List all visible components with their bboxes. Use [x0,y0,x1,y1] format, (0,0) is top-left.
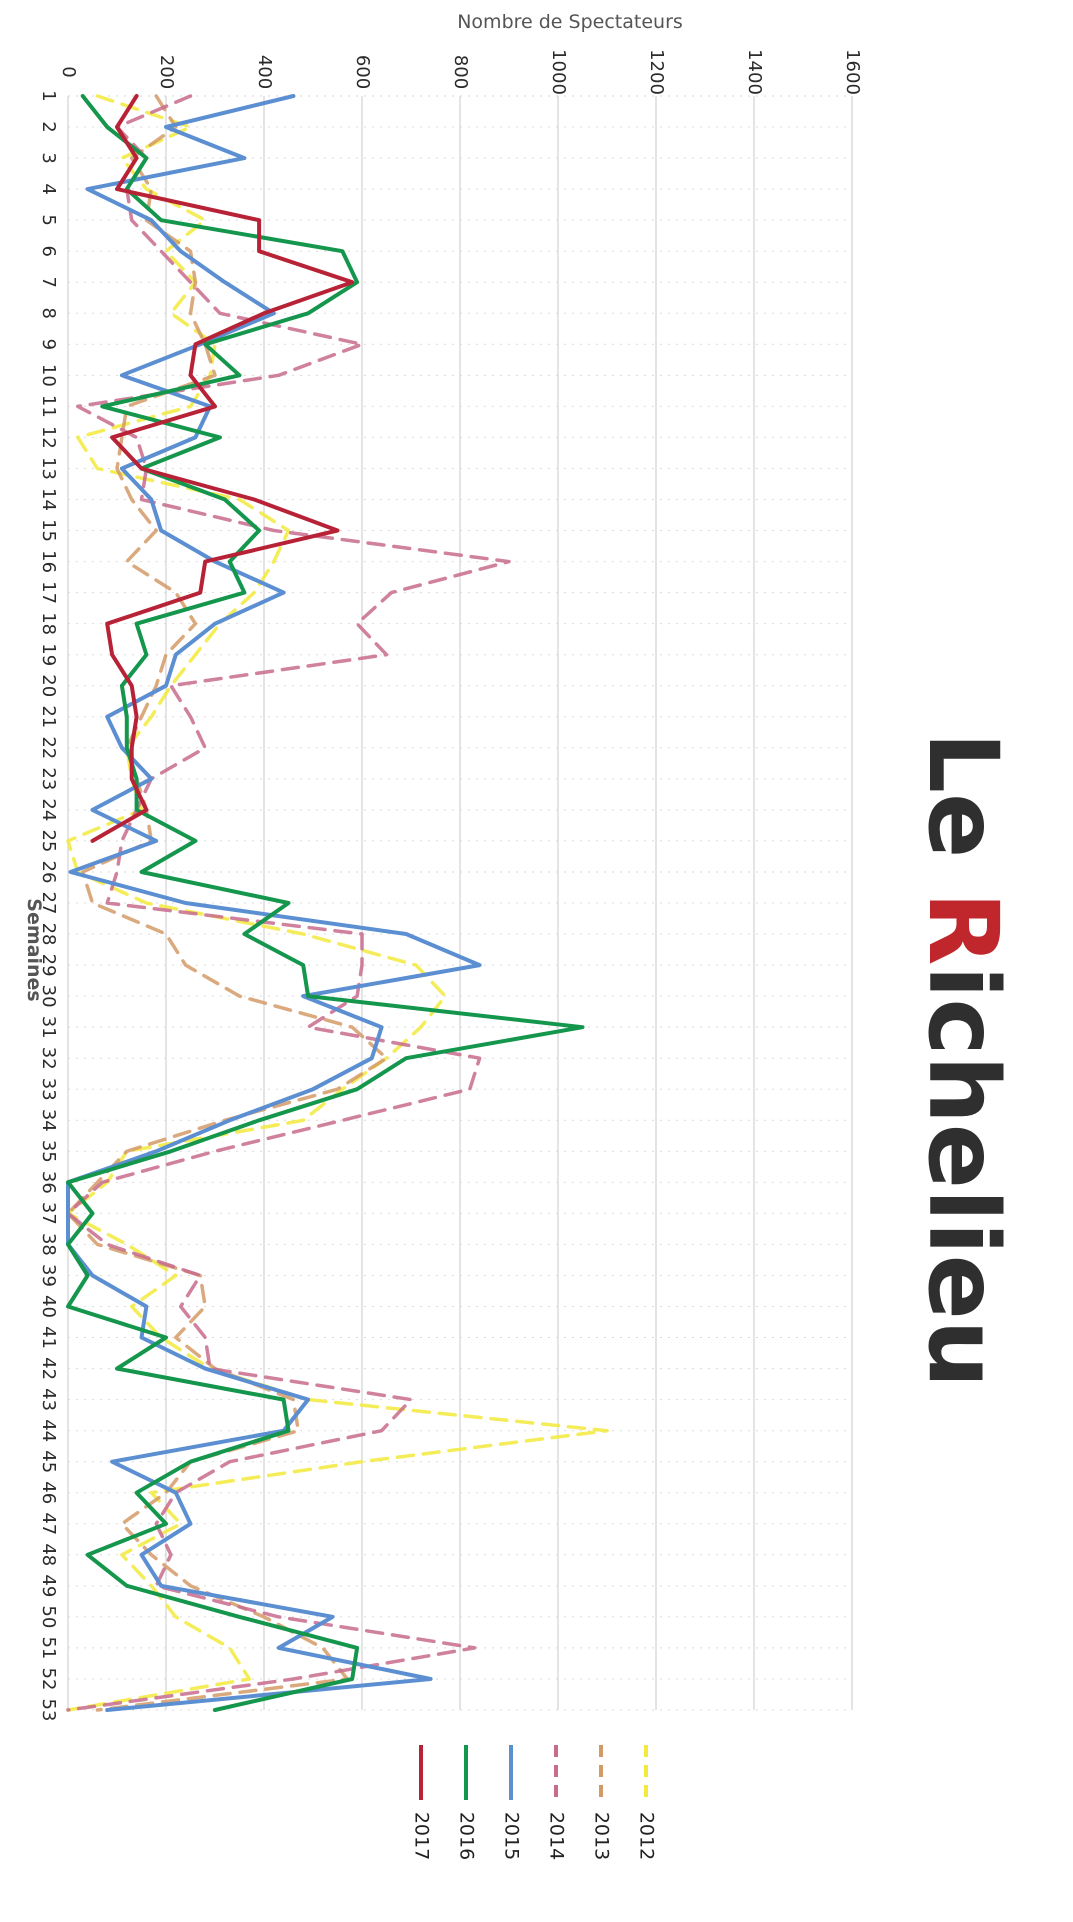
x-tick-label: 12 [38,426,59,449]
y-tick-label: 600 [352,55,373,89]
legend-label-2012: 2012 [636,1812,658,1860]
legend-label-2017: 2017 [411,1812,433,1860]
x-tick-label: 24 [38,798,59,821]
x-tick-label: 3 [38,152,59,163]
x-axis-title: Semaines [23,898,45,1001]
x-tick-label: 49 [38,1574,59,1597]
le-richelieu-logo: Le Richelieu [907,732,1019,1388]
series-lines [66,94,609,1712]
x-tick-label: 25 [38,829,59,852]
x-tick-label: 31 [38,1016,59,1039]
y-tick-label: 1600 [842,49,863,95]
x-tick-label: 14 [38,488,59,511]
y-tick-label: 1200 [646,49,667,95]
x-tick-label: 29 [38,954,59,977]
x-tick-label: 15 [38,519,59,542]
x-tick-label: 33 [38,1078,59,1101]
y-tick-label: 800 [450,55,471,89]
x-tick-label: 4 [38,183,59,194]
x-tick-label: 51 [38,1636,59,1659]
x-tick-label: 16 [38,550,59,573]
x-tick-label: 19 [38,643,59,666]
logo-part-ichelieu: ichelieu [907,966,1019,1389]
x-tick-label: 41 [38,1326,59,1349]
x-tick-label: 27 [38,892,59,915]
x-axis-tick-labels: 1234567891011121314151617181920212223242… [38,90,59,1721]
x-tick-label: 40 [38,1295,59,1318]
y-axis-title: Nombre de Spectateurs [457,11,683,33]
series-line-2015 [66,94,482,1712]
x-tick-label: 39 [38,1264,59,1287]
gridlines [67,95,853,1711]
x-tick-label: 48 [38,1543,59,1566]
x-tick-label: 50 [38,1605,59,1628]
x-tick-label: 10 [38,364,59,387]
y-tick-label: 1000 [548,49,569,95]
x-tick-label: 6 [38,245,59,256]
series-line-2014 [66,94,511,1712]
x-tick-label: 5 [38,214,59,225]
y-tick-label: 0 [58,66,79,77]
legend-label-2014: 2014 [546,1812,568,1860]
x-tick-label: 22 [38,736,59,759]
x-tick-label: 53 [38,1699,59,1722]
legend-label-2016: 2016 [456,1812,478,1860]
x-tick-label: 45 [38,1450,59,1473]
x-tick-label: 9 [38,339,59,350]
legend-label-2013: 2013 [591,1812,613,1860]
x-tick-label: 18 [38,612,59,635]
y-axis-tick-labels: 0 200 400 600 800 1000 1200 1400 1600 [58,49,863,95]
x-tick-label: 37 [38,1202,59,1225]
x-tick-label: 7 [38,277,59,288]
x-tick-label: 46 [38,1481,59,1504]
logo-part-le: Le [907,732,1019,892]
x-tick-label: 44 [38,1419,59,1442]
x-tick-label: 17 [38,581,59,604]
y-tick-label: 1400 [744,49,765,95]
y-tick-label: 200 [156,55,177,89]
x-tick-label: 52 [38,1668,59,1691]
series-line-2012 [66,94,609,1712]
legend: 2012 2013 2014 2015 2016 2017 [411,1745,658,1860]
x-tick-label: 42 [38,1357,59,1380]
x-tick-label: 20 [38,674,59,697]
series-line-2017 [90,94,355,843]
series-line-2016 [66,94,585,1712]
svg-text:Le Richelieu: Le Richelieu [907,732,1019,1388]
y-tick-label: 400 [254,55,275,89]
legend-label-2015: 2015 [501,1812,523,1860]
x-tick-label: 35 [38,1140,59,1163]
x-tick-label: 34 [38,1109,59,1132]
x-tick-label: 21 [38,705,59,728]
x-tick-label: 43 [38,1388,59,1411]
x-tick-label: 47 [38,1512,59,1535]
x-tick-label: 32 [38,1047,59,1070]
logo-part-r: R [907,892,1019,966]
x-tick-label: 1 [38,90,59,101]
x-tick-label: 28 [38,923,59,946]
x-tick-label: 23 [38,767,59,790]
x-tick-label: 8 [38,308,59,319]
x-tick-label: 13 [38,457,59,480]
x-tick-label: 30 [38,985,59,1008]
x-tick-label: 2 [38,121,59,132]
x-tick-label: 11 [38,395,59,418]
x-tick-label: 38 [38,1233,59,1256]
x-tick-label: 36 [38,1171,59,1194]
x-tick-label: 26 [38,861,59,884]
